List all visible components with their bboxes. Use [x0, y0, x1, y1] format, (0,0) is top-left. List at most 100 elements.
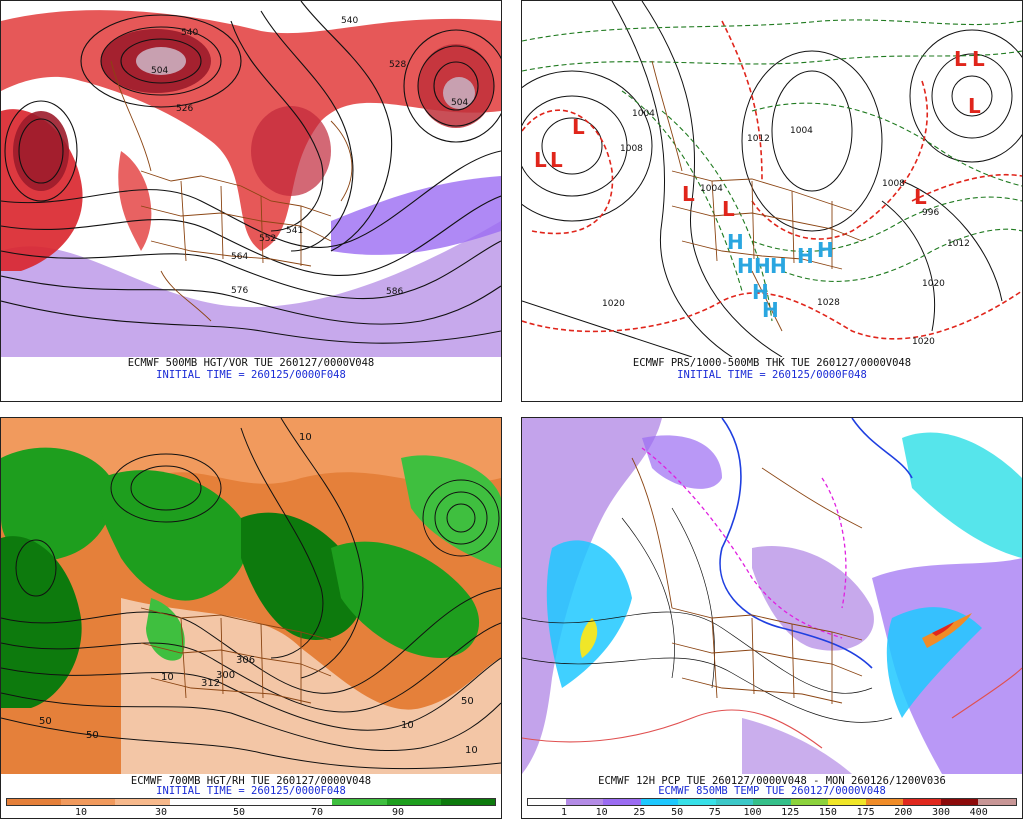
legend-tick-label: 1 [560, 807, 568, 818]
vorticity-map: 540 540 528 504 526 504 552 541 564 576 … [1, 1, 501, 357]
legend-swatch [169, 799, 224, 805]
svg-text:552: 552 [259, 234, 276, 244]
legend-swatch [565, 799, 604, 805]
legend-tick-label: 125 [781, 807, 800, 818]
svg-text:1020: 1020 [922, 279, 945, 289]
svg-text:1004: 1004 [790, 126, 813, 136]
svg-text:540: 540 [341, 16, 358, 26]
panel-precip-850mb-temp: ECMWF 12H PCP TUE 260127/0000V048 - MON … [521, 417, 1023, 819]
high-marker: H [737, 254, 754, 278]
legend-swatch [603, 799, 641, 805]
legend-swatch [115, 799, 170, 805]
high-marker: H [817, 238, 834, 262]
svg-text:10: 10 [161, 672, 174, 683]
legend-swatch [940, 799, 979, 805]
svg-text:50: 50 [39, 716, 52, 727]
legend-swatch [440, 799, 495, 805]
panel-500mb-height-vorticity: 540 540 528 504 526 504 552 541 564 576 … [0, 0, 502, 402]
precip-map [522, 418, 1022, 774]
legend-swatch [678, 799, 716, 805]
panel-initial-time: INITIAL TIME = 260125/0000F048 [156, 369, 346, 381]
pressure-map-svg: L L L L L L L L L H H H H H H H H 1004 1… [522, 1, 1022, 357]
low-marker: L [914, 185, 927, 209]
legend-tick-label: 300 [931, 807, 951, 818]
svg-text:50: 50 [461, 696, 474, 707]
humidity-map-svg: 300 306 312 10 10 50 50 10 50 10 [1, 418, 501, 774]
legend-tick-label: 90 [391, 807, 405, 818]
precip-color-legend [527, 798, 1017, 806]
svg-text:996: 996 [922, 208, 939, 218]
rh-color-legend [6, 798, 496, 806]
panel-title: ECMWF 700MB HGT/RH TUE 260127/0000V048 [130, 775, 372, 787]
legend-tick-label: 100 [743, 807, 762, 818]
legend-swatch [7, 799, 62, 805]
svg-text:10: 10 [465, 745, 478, 756]
rh-legend-ticks: 10 30 50 70 90 [1, 807, 501, 818]
svg-text:564: 564 [231, 252, 248, 262]
legend-tick-label: 200 [894, 807, 913, 818]
svg-text:312: 312 [201, 678, 220, 689]
legend-tick-label: 10 [74, 807, 88, 818]
svg-text:528: 528 [389, 60, 406, 70]
legend-swatch [640, 799, 679, 805]
panel-title: ECMWF 500MB HGT/VOR TUE 260127/0000V048 [127, 357, 375, 369]
legend-swatch [278, 799, 333, 805]
low-marker: L [954, 47, 967, 71]
svg-text:576: 576 [231, 286, 248, 296]
vorticity-map-svg: 540 540 528 504 526 504 552 541 564 576 … [1, 1, 501, 357]
legend-swatch [61, 799, 116, 805]
legend-swatch [386, 799, 441, 805]
low-marker: L [572, 115, 585, 139]
precip-legend-ticks: 1 10 25 50 75 100 125 150 175 200 300 400 [522, 807, 1022, 818]
panel-pressure-thickness: L L L L L L L L L H H H H H H H H 1004 1… [521, 0, 1023, 402]
svg-text:1028: 1028 [817, 298, 840, 308]
svg-text:1008: 1008 [882, 179, 905, 189]
svg-text:300: 300 [216, 670, 235, 681]
precip-map-svg [522, 418, 1022, 774]
high-marker: H [752, 280, 769, 304]
svg-text:1004: 1004 [700, 184, 723, 194]
panel-title: ECMWF 12H PCP TUE 260127/0000V048 - MON … [598, 775, 946, 787]
legend-swatch [790, 799, 829, 805]
legend-swatch [753, 799, 791, 805]
svg-text:50: 50 [86, 730, 99, 741]
legend-tick-label: 30 [154, 807, 168, 818]
svg-text:504: 504 [151, 66, 168, 76]
legend-swatch [528, 799, 566, 805]
legend-swatch [332, 799, 387, 805]
svg-text:526: 526 [176, 104, 193, 114]
high-marker: H [762, 298, 779, 322]
legend-swatch [978, 799, 1016, 805]
svg-text:540: 540 [181, 28, 198, 38]
svg-text:1008: 1008 [620, 144, 643, 154]
pressure-map: L L L L L L L L L H H H H H H H H 1004 1… [522, 1, 1022, 357]
panel-initial-time: INITIAL TIME = 260125/0000F048 [677, 369, 867, 381]
legend-tick-label: 75 [708, 807, 721, 818]
high-marker: H [770, 254, 787, 278]
panel-initial-time: INITIAL TIME = 260125/0000F048 [156, 785, 346, 797]
panel-title: ECMWF PRS/1000-500MB THK TUE 260127/0000… [632, 357, 912, 369]
panel-subtitle: ECMWF 850MB TEMP TUE 260127/0000V048 [658, 785, 886, 797]
svg-text:586: 586 [386, 287, 403, 297]
legend-tick-label: 10 [595, 807, 608, 818]
low-marker: L [550, 148, 563, 172]
low-marker: L [534, 148, 547, 172]
high-marker: H [754, 254, 771, 278]
legend-tick-label: 70 [310, 807, 324, 818]
svg-text:10: 10 [401, 720, 414, 731]
humidity-map: 300 306 312 10 10 50 50 10 50 10 [1, 418, 501, 774]
legend-tick-label: 175 [856, 807, 875, 818]
svg-text:504: 504 [451, 98, 468, 108]
legend-tick-label: 400 [969, 807, 988, 818]
high-marker: H [797, 244, 814, 268]
panel-700mb-height-rh: 300 306 312 10 10 50 50 10 50 10 ECMWF 7… [0, 417, 502, 819]
low-marker: L [682, 182, 695, 206]
svg-text:10: 10 [299, 432, 312, 443]
legend-swatch [865, 799, 904, 805]
low-marker: L [968, 94, 981, 118]
legend-tick-label: 50 [232, 807, 246, 818]
high-marker: H [727, 230, 744, 254]
legend-tick-label: 25 [633, 807, 646, 818]
legend-tick-label: 150 [818, 807, 837, 818]
svg-text:1020: 1020 [602, 299, 625, 309]
